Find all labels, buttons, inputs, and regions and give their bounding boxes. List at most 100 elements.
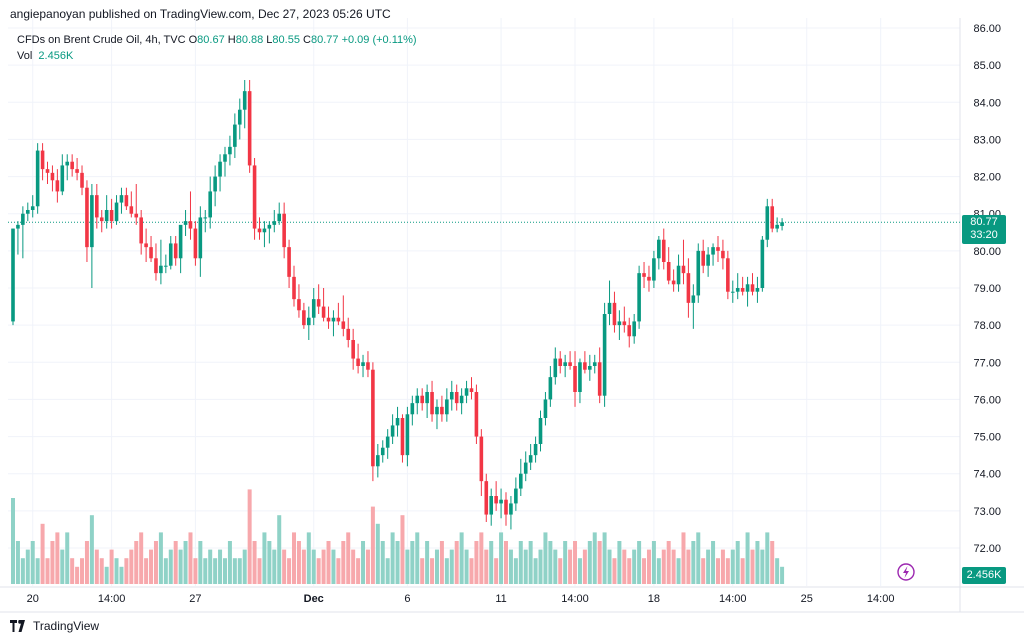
candle-body — [40, 150, 45, 170]
volume-bar — [725, 558, 730, 584]
volume-bar — [504, 541, 508, 584]
candle-body — [159, 265, 163, 274]
candle-body — [297, 299, 301, 311]
candle-body — [469, 388, 474, 392]
close-value: 80.77 — [310, 34, 339, 46]
volume-bar — [89, 515, 94, 584]
volume-bar — [696, 532, 701, 584]
volume-bar — [612, 558, 617, 584]
volume-bar — [735, 541, 740, 584]
volume-bar — [40, 523, 45, 584]
candle-body — [85, 187, 89, 248]
x-tick-label: 11 — [495, 593, 506, 605]
volume-bar — [415, 532, 420, 584]
volume-bar — [745, 532, 750, 584]
volume-bar — [237, 558, 242, 584]
candle-body — [558, 358, 563, 366]
volume-bar — [543, 532, 548, 584]
candle-body — [696, 250, 701, 296]
volume-bar — [474, 541, 479, 584]
candle-body — [267, 224, 272, 229]
tradingview-brand[interactable]: TradingView — [10, 619, 99, 633]
volume-bar — [637, 541, 642, 584]
candle-body — [30, 206, 35, 210]
candle-body — [164, 265, 168, 267]
volume-bar — [70, 558, 75, 584]
candle-body — [336, 317, 341, 322]
volume-bar — [380, 541, 385, 584]
candle-body — [666, 262, 671, 281]
y-tick-label: 77.00 — [973, 357, 1001, 369]
y-tick-label: 72.00 — [973, 543, 1001, 555]
candle-body — [104, 210, 109, 222]
candle-body — [681, 265, 686, 274]
candle-body — [208, 191, 212, 218]
candle-body — [99, 217, 104, 222]
publisher-line: angiepanoyan published on TradingView.co… — [10, 7, 391, 21]
candle-body — [637, 273, 641, 322]
y-tick-label: 75.00 — [973, 432, 1001, 444]
candle-body — [459, 395, 464, 404]
volume-bar — [198, 541, 203, 584]
high-label: H — [227, 34, 236, 46]
candle-body — [380, 447, 385, 456]
candle-body — [75, 169, 79, 173]
volume-bar — [55, 532, 60, 584]
y-tick-label: 78.00 — [973, 320, 1001, 332]
volume-bar — [656, 558, 661, 584]
candle-body — [543, 399, 548, 418]
volume-bar — [740, 558, 745, 584]
volume-bar — [114, 558, 119, 584]
open-label: O — [188, 34, 198, 46]
x-tick-label: 18 — [648, 593, 660, 605]
candle-body — [109, 210, 114, 222]
volume-bar — [15, 541, 20, 584]
last-price: 80.77 — [970, 216, 998, 228]
candle-body — [341, 321, 346, 329]
candle-body — [35, 150, 40, 207]
volume-bar — [341, 541, 346, 584]
volume-bar — [370, 506, 375, 584]
volume-bar — [755, 541, 760, 584]
volume-bar — [331, 549, 336, 584]
volume-bar — [50, 541, 55, 584]
volume-bar — [321, 549, 326, 584]
volume-bar — [395, 541, 400, 584]
volume-bar — [548, 541, 553, 584]
candle-body — [425, 392, 429, 404]
last-price-tag: 80.77 33:20 — [962, 215, 1006, 244]
candle-body — [686, 273, 691, 303]
candle-body — [11, 228, 15, 322]
change-value: +0.09 (+0.11%) — [341, 34, 417, 46]
volume-bar — [193, 558, 198, 584]
volume-bar — [218, 549, 223, 584]
candle-body — [237, 109, 242, 125]
candle-body — [445, 399, 449, 415]
candle-body — [533, 444, 538, 456]
volume-bar — [765, 532, 770, 584]
candle-body — [390, 425, 395, 437]
ohlc-legend: CFDs on Brent Crude Oil, 4h, TVC O80.67 … — [17, 34, 417, 46]
volume-bar — [701, 558, 706, 584]
candle-body — [321, 306, 326, 318]
candle-body — [45, 169, 50, 173]
candle-body — [55, 180, 60, 192]
candle-body — [311, 299, 316, 318]
candle-body — [494, 496, 498, 504]
candle-body — [356, 358, 360, 366]
y-tick-label: 85.00 — [973, 60, 1001, 72]
candle-body — [548, 377, 553, 400]
x-tick-label: Dec — [304, 593, 324, 605]
volume-bar — [780, 566, 785, 584]
volume-bar — [760, 549, 765, 584]
candle-body — [385, 436, 390, 448]
low-value: 80.55 — [272, 34, 300, 46]
volume-bar — [597, 541, 602, 584]
volume-bar — [627, 558, 632, 584]
volume-bar — [400, 515, 405, 584]
candle-body — [351, 340, 355, 359]
candle-body — [612, 302, 617, 326]
candle-body — [168, 243, 173, 266]
candle-body — [440, 406, 444, 415]
